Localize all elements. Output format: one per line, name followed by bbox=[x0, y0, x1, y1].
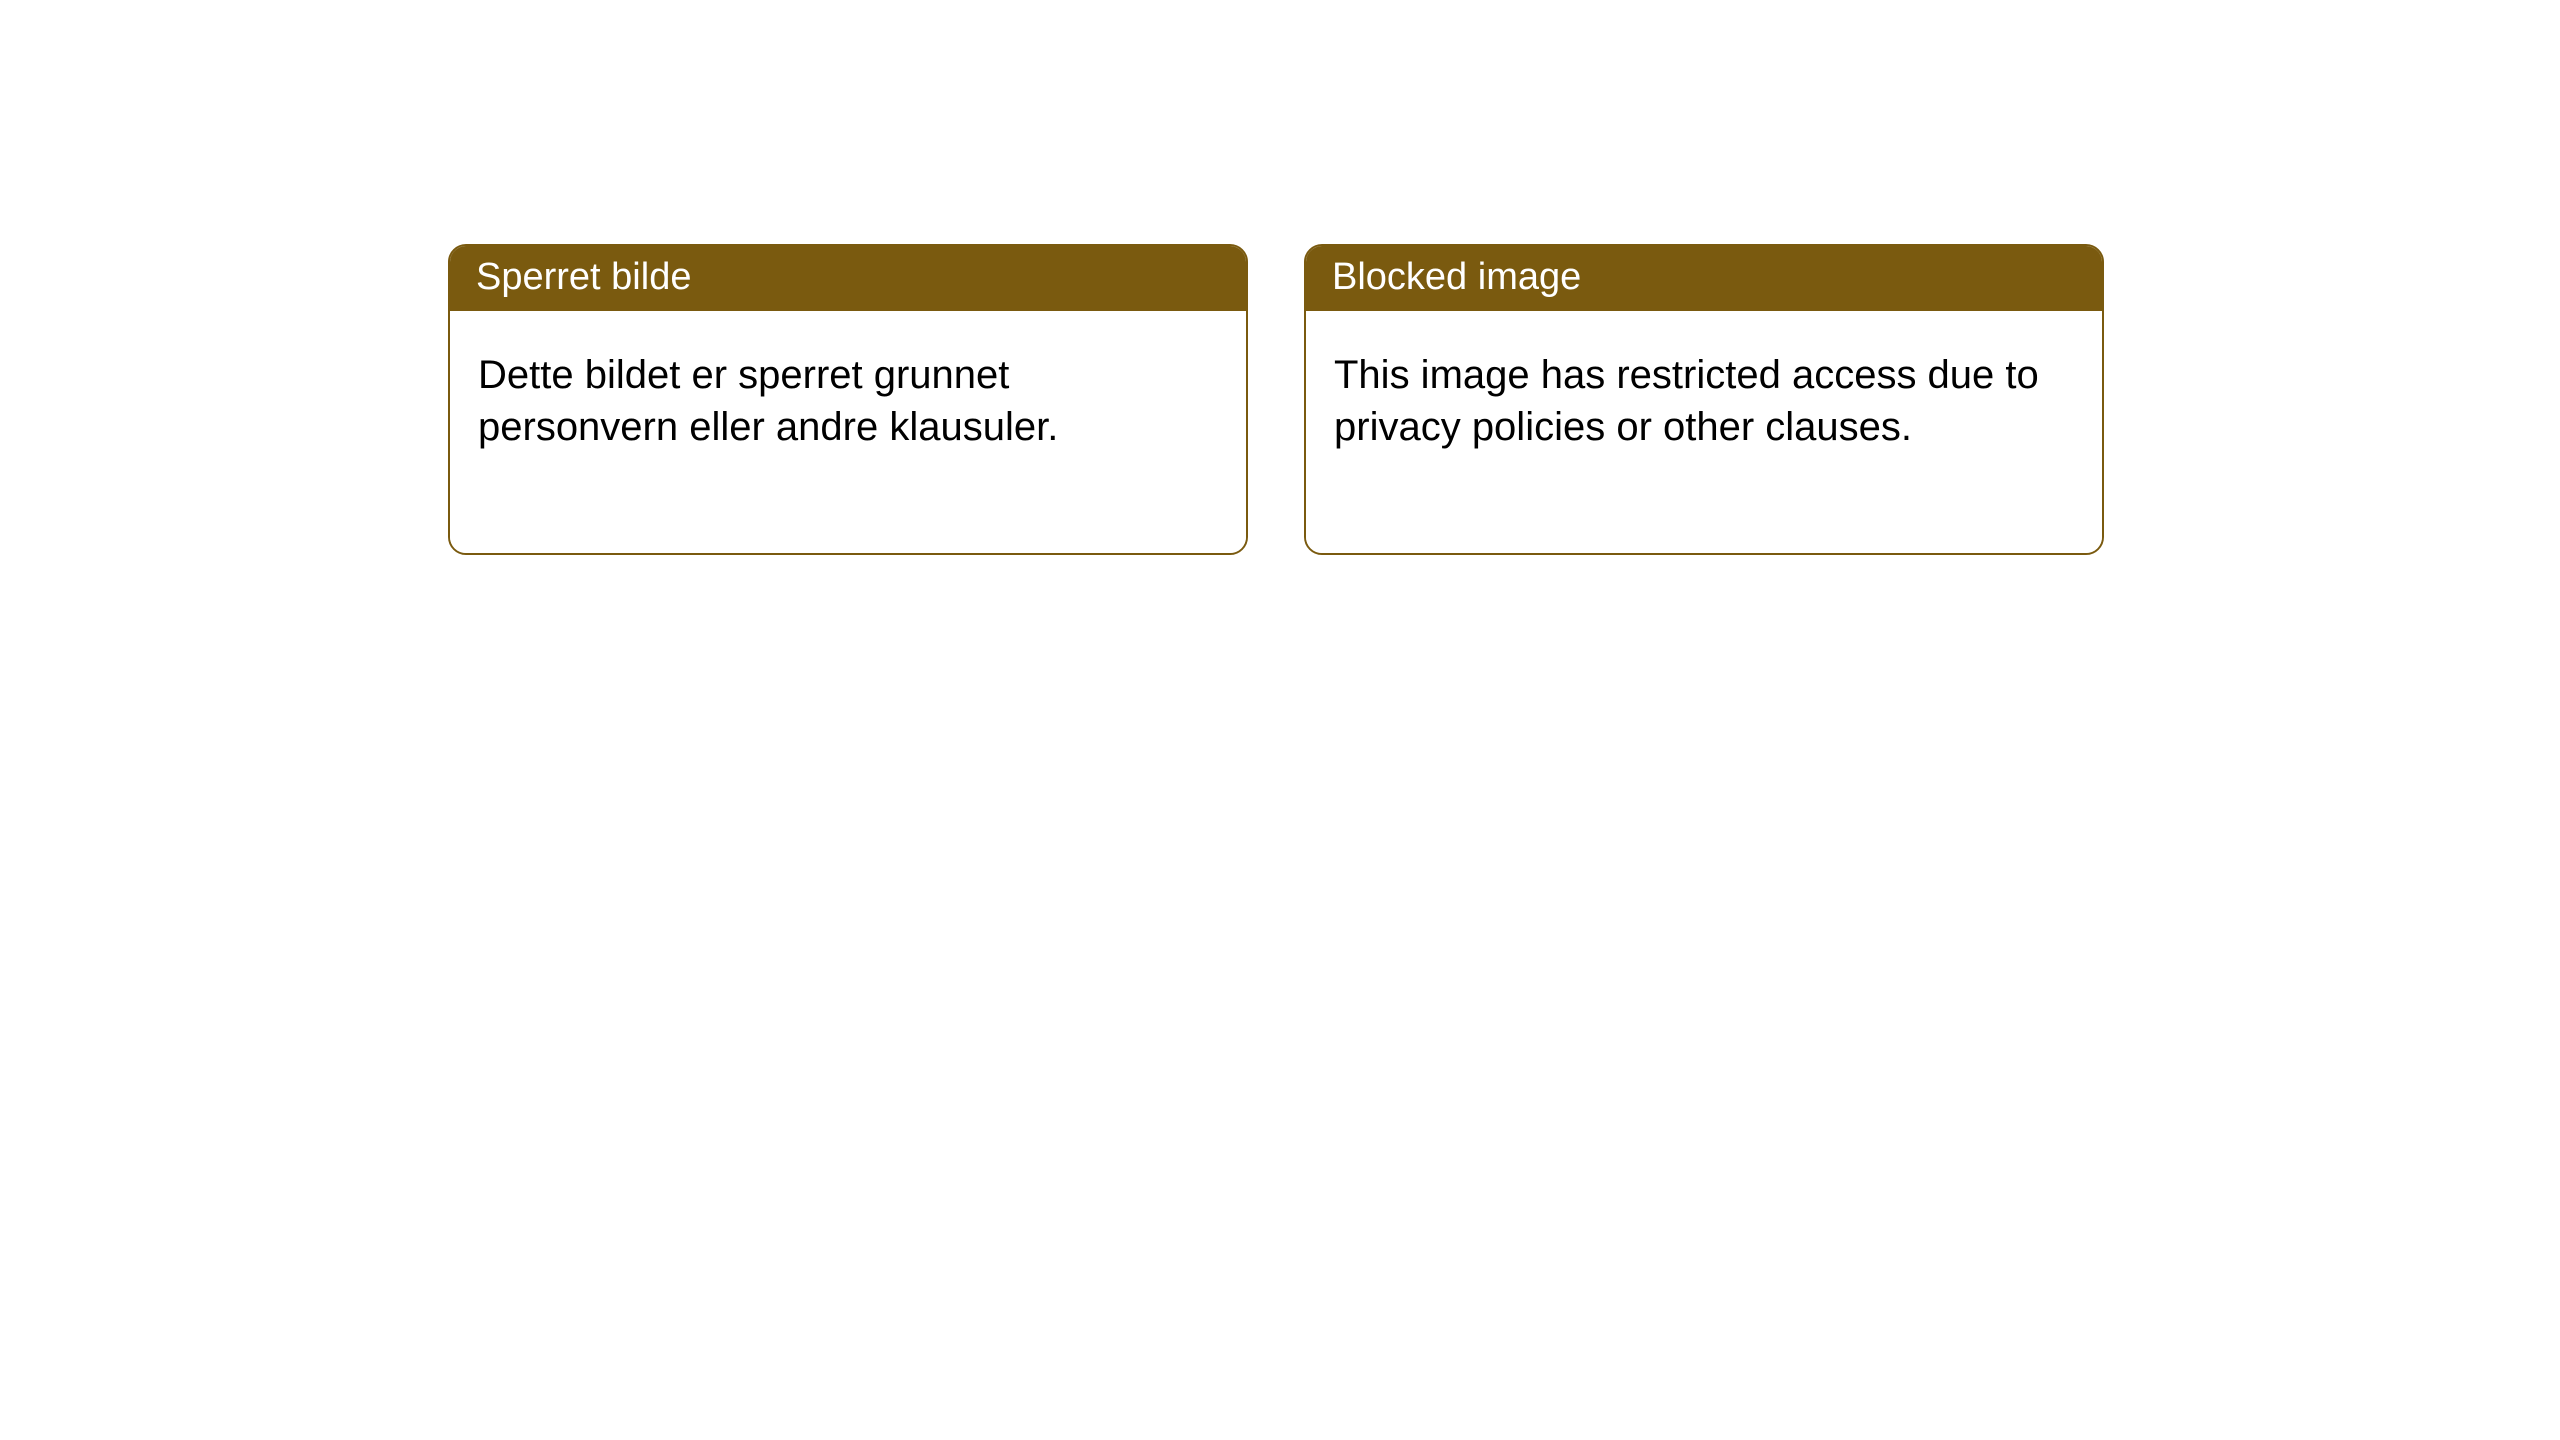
card-message: This image has restricted access due to … bbox=[1334, 349, 2074, 453]
card-header: Sperret bilde bbox=[450, 246, 1246, 311]
notice-card-norwegian: Sperret bilde Dette bildet er sperret gr… bbox=[448, 244, 1248, 555]
card-title: Blocked image bbox=[1332, 256, 1581, 298]
card-title: Sperret bilde bbox=[476, 256, 691, 298]
notice-card-english: Blocked image This image has restricted … bbox=[1304, 244, 2104, 555]
card-body: Dette bildet er sperret grunnet personve… bbox=[450, 311, 1246, 553]
notice-cards-container: Sperret bilde Dette bildet er sperret gr… bbox=[448, 244, 2104, 555]
card-body: This image has restricted access due to … bbox=[1306, 311, 2102, 553]
card-message: Dette bildet er sperret grunnet personve… bbox=[478, 349, 1218, 453]
card-header: Blocked image bbox=[1306, 246, 2102, 311]
